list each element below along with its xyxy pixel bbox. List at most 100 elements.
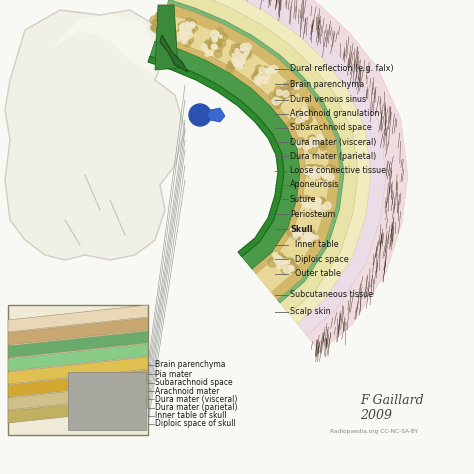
Circle shape bbox=[264, 74, 270, 80]
Circle shape bbox=[296, 140, 303, 147]
Circle shape bbox=[319, 143, 327, 151]
Circle shape bbox=[327, 167, 331, 172]
Circle shape bbox=[150, 16, 159, 25]
Circle shape bbox=[273, 94, 277, 99]
Circle shape bbox=[297, 137, 305, 146]
Circle shape bbox=[283, 259, 288, 264]
Text: Dural reflection (e.g. falx): Dural reflection (e.g. falx) bbox=[290, 64, 393, 73]
Circle shape bbox=[240, 62, 245, 66]
Circle shape bbox=[296, 116, 305, 126]
Circle shape bbox=[311, 164, 319, 173]
Circle shape bbox=[317, 139, 323, 146]
Circle shape bbox=[289, 265, 293, 270]
Circle shape bbox=[326, 164, 335, 173]
Circle shape bbox=[302, 201, 309, 207]
Text: Subarachnoid space: Subarachnoid space bbox=[290, 124, 372, 132]
Circle shape bbox=[160, 29, 166, 36]
Circle shape bbox=[178, 22, 187, 30]
Circle shape bbox=[307, 237, 312, 243]
Circle shape bbox=[292, 112, 299, 120]
Circle shape bbox=[284, 89, 290, 95]
Circle shape bbox=[305, 116, 309, 119]
Circle shape bbox=[259, 77, 263, 81]
Circle shape bbox=[289, 265, 294, 271]
Text: Radiopaedia.org CC-NC-SA-BY: Radiopaedia.org CC-NC-SA-BY bbox=[330, 429, 418, 434]
Circle shape bbox=[315, 198, 318, 201]
Circle shape bbox=[274, 101, 281, 109]
Circle shape bbox=[232, 53, 237, 59]
Polygon shape bbox=[8, 396, 148, 423]
Circle shape bbox=[283, 263, 288, 268]
Circle shape bbox=[157, 18, 165, 26]
Circle shape bbox=[177, 35, 184, 42]
Circle shape bbox=[237, 57, 242, 62]
Text: Inner table of skull: Inner table of skull bbox=[155, 411, 227, 420]
Circle shape bbox=[179, 25, 185, 31]
Circle shape bbox=[254, 73, 261, 79]
Circle shape bbox=[273, 90, 283, 99]
Circle shape bbox=[290, 116, 299, 124]
Circle shape bbox=[155, 13, 160, 17]
Circle shape bbox=[242, 48, 251, 56]
Circle shape bbox=[158, 15, 162, 19]
Circle shape bbox=[278, 87, 286, 95]
Circle shape bbox=[306, 142, 312, 148]
Circle shape bbox=[185, 28, 192, 36]
Circle shape bbox=[204, 49, 208, 52]
Circle shape bbox=[307, 164, 317, 174]
Circle shape bbox=[187, 24, 192, 30]
Circle shape bbox=[240, 48, 244, 51]
Circle shape bbox=[155, 13, 164, 22]
Polygon shape bbox=[182, 0, 408, 352]
Circle shape bbox=[303, 116, 306, 119]
Circle shape bbox=[318, 198, 326, 206]
Polygon shape bbox=[173, 0, 371, 324]
Circle shape bbox=[161, 10, 170, 19]
Circle shape bbox=[255, 79, 262, 85]
Circle shape bbox=[322, 145, 326, 148]
Circle shape bbox=[208, 42, 215, 49]
Circle shape bbox=[212, 33, 220, 40]
Text: F Gaillard
2009: F Gaillard 2009 bbox=[360, 394, 424, 422]
Circle shape bbox=[312, 198, 317, 203]
Circle shape bbox=[325, 175, 328, 178]
Circle shape bbox=[324, 172, 328, 176]
Circle shape bbox=[305, 139, 314, 148]
Circle shape bbox=[269, 69, 273, 72]
Circle shape bbox=[253, 71, 263, 81]
Circle shape bbox=[235, 49, 239, 53]
Circle shape bbox=[234, 53, 244, 63]
Circle shape bbox=[157, 14, 166, 23]
Circle shape bbox=[317, 169, 324, 175]
Circle shape bbox=[327, 173, 334, 181]
Circle shape bbox=[240, 50, 246, 57]
Circle shape bbox=[177, 31, 185, 39]
Circle shape bbox=[165, 16, 171, 20]
Circle shape bbox=[286, 80, 296, 90]
Circle shape bbox=[231, 44, 240, 53]
Circle shape bbox=[181, 34, 185, 38]
Circle shape bbox=[296, 115, 302, 120]
Polygon shape bbox=[8, 357, 148, 384]
Circle shape bbox=[308, 170, 317, 179]
Circle shape bbox=[219, 35, 222, 38]
Circle shape bbox=[205, 53, 209, 56]
Circle shape bbox=[298, 230, 303, 235]
Circle shape bbox=[277, 262, 284, 269]
Circle shape bbox=[213, 33, 222, 42]
Circle shape bbox=[301, 199, 305, 203]
Polygon shape bbox=[155, 36, 306, 273]
Circle shape bbox=[179, 25, 186, 32]
Circle shape bbox=[293, 229, 300, 236]
Circle shape bbox=[281, 262, 290, 270]
Circle shape bbox=[214, 50, 222, 58]
Polygon shape bbox=[177, 0, 386, 336]
Circle shape bbox=[152, 26, 157, 31]
Text: Diploic space: Diploic space bbox=[290, 255, 349, 264]
Circle shape bbox=[185, 31, 192, 38]
Circle shape bbox=[238, 58, 245, 64]
Polygon shape bbox=[160, 35, 188, 72]
Text: Suture: Suture bbox=[290, 195, 317, 203]
Circle shape bbox=[307, 107, 315, 114]
Circle shape bbox=[259, 67, 266, 75]
